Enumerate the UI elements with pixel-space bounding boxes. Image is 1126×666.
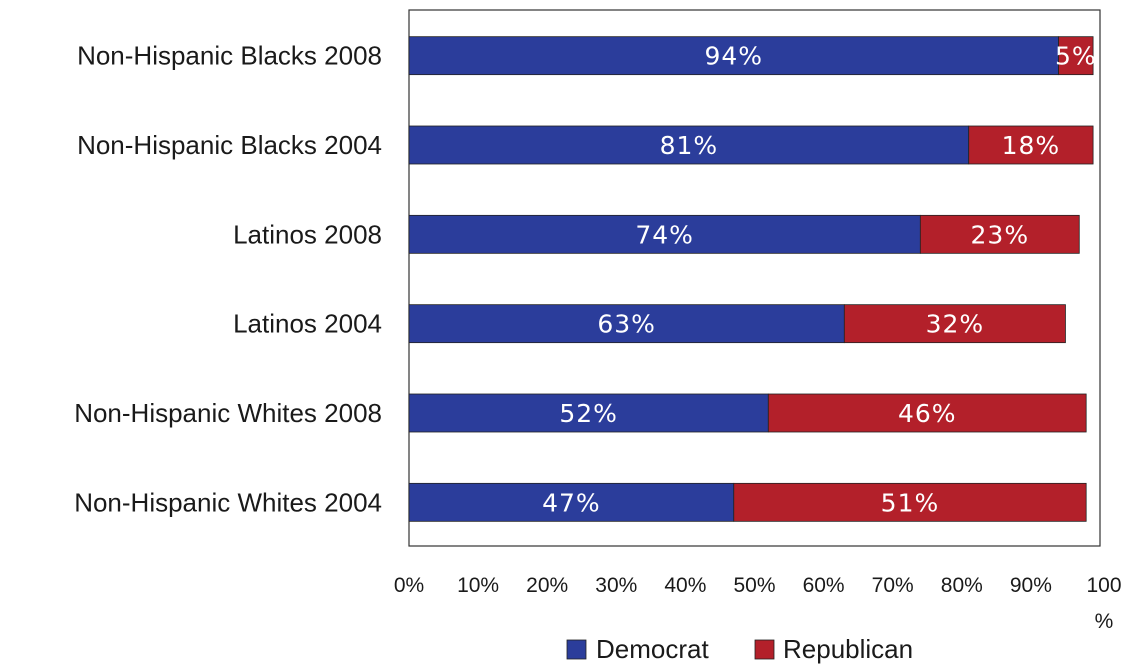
- x-tick-label: %: [1095, 610, 1114, 633]
- data-label: 46%: [898, 399, 957, 428]
- x-axis-ticks: 0% 10% 20% 30% 40% 50% 60% 70% 80% 90% 100%: [394, 574, 1122, 633]
- data-label: 23%: [971, 220, 1030, 249]
- x-tick-label: 40%: [664, 574, 706, 597]
- x-tick-label: 90%: [1010, 574, 1052, 597]
- data-label: 47%: [542, 488, 601, 517]
- x-tick-label: 0%: [394, 574, 424, 597]
- plot-area-frame: [408, 9, 1101, 547]
- category-label: Latinos 2008: [233, 219, 382, 249]
- bar-republican: [968, 125, 1094, 165]
- bar-democrat: [408, 36, 1059, 76]
- category-label: Non-Hispanic Whites 2004: [74, 487, 382, 517]
- data-label: 18%: [1002, 131, 1061, 160]
- category-label: Non-Hispanic Blacks 2004: [77, 130, 382, 160]
- legend-label-democrat: Democrat: [596, 634, 709, 664]
- labels-layer: Non-Hispanic Blacks 2008 94% 5% Non-Hispani…: [74, 41, 1097, 518]
- x-tick-label: 60%: [803, 574, 845, 597]
- bar-democrat: [408, 125, 970, 165]
- bar-democrat: [408, 393, 769, 433]
- x-tick-label: 50%: [733, 574, 775, 597]
- bar-republican: [767, 393, 1087, 433]
- bar-democrat: [408, 304, 845, 344]
- legend-swatch-republican: [754, 639, 775, 660]
- data-label: 51%: [881, 488, 940, 517]
- bar-republican: [1058, 36, 1094, 76]
- x-tick-label: 70%: [872, 574, 914, 597]
- data-label: 5%: [1055, 42, 1097, 71]
- bars-layer: [408, 36, 1094, 522]
- legend: Democrat Republican: [566, 634, 913, 664]
- data-label: 52%: [559, 399, 618, 428]
- data-label: 94%: [704, 42, 763, 71]
- legend-label-republican: Republican: [783, 634, 913, 664]
- bar-democrat: [408, 214, 921, 254]
- legend-swatch-democrat: [566, 639, 587, 660]
- bar-republican: [919, 214, 1080, 254]
- x-tick-label: 30%: [595, 574, 637, 597]
- data-label: 63%: [597, 310, 656, 339]
- data-label: 74%: [635, 220, 694, 249]
- x-tick-label: 80%: [941, 574, 983, 597]
- data-label: 81%: [660, 131, 719, 160]
- x-tick-label: 10%: [457, 574, 499, 597]
- category-label: Latinos 2004: [233, 309, 382, 339]
- x-tick-label: 100: [1086, 574, 1121, 597]
- data-label: 32%: [926, 310, 985, 339]
- bar-republican: [733, 482, 1087, 522]
- x-tick-label: 20%: [526, 574, 568, 597]
- bar-republican: [843, 304, 1066, 344]
- category-label: Non-Hispanic Whites 2008: [74, 398, 382, 428]
- category-label: Non-Hispanic Blacks 2008: [77, 41, 382, 71]
